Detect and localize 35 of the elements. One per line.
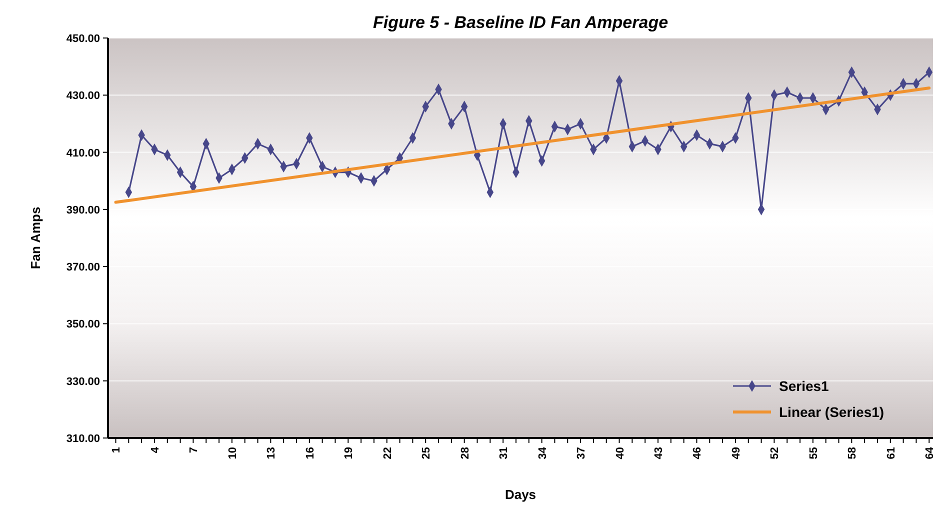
y-tick-label: 350.00 [66, 318, 100, 331]
y-tick-label: 310.00 [66, 433, 100, 445]
x-tick-label: 64 [924, 446, 936, 460]
x-tick-label: 46 [692, 447, 704, 460]
y-tick-label: 390.00 [66, 204, 100, 216]
x-tick-label: 34 [536, 446, 549, 460]
x-tick-label: 28 [459, 447, 472, 460]
x-tick-label: 13 [266, 447, 278, 460]
x-tick-label: 40 [614, 447, 626, 460]
x-axis-title: Days [504, 487, 536, 502]
y-axis-title: Fan Amps [28, 206, 43, 270]
x-tick-label: 16 [304, 447, 316, 460]
x-tick-label: 49 [730, 447, 742, 460]
x-tick-label: 4 [149, 446, 162, 454]
x-tick-label: 10 [226, 447, 239, 460]
y-tick-label: 430.00 [66, 90, 100, 102]
y-tick-label: 410.00 [66, 147, 100, 160]
x-tick-label: 7 [188, 447, 200, 454]
legend-label: Linear (Series1) [779, 404, 884, 420]
x-tick-label: 55 [808, 447, 820, 460]
x-tick-label: 61 [885, 447, 898, 460]
legend-label: Series1 [779, 378, 830, 394]
x-tick-label: 25 [420, 447, 433, 460]
chart-title: Figure 5 - Baseline ID Fan Amperage [372, 13, 668, 32]
y-tick-label: 330.00 [66, 376, 100, 388]
x-tick-label: 31 [498, 447, 510, 460]
x-tick-label: 58 [846, 447, 859, 460]
x-tick-label: 52 [769, 447, 782, 460]
x-tick-label: 19 [343, 447, 356, 460]
x-tick-label: 22 [382, 447, 394, 460]
x-tick-label: 1 [110, 447, 123, 454]
y-tick-label: 450.00 [66, 33, 100, 45]
y-tick-label: 370.00 [66, 262, 100, 274]
x-tick-label: 43 [653, 447, 665, 460]
x-tick-label: 37 [576, 447, 588, 460]
